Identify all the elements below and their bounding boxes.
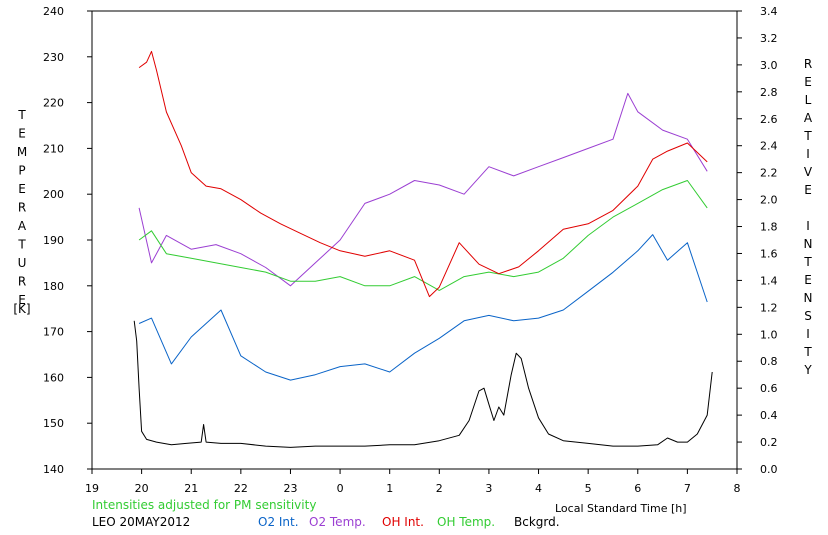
y-label-left-letter: U (18, 256, 27, 270)
right-tick-label: 2.2 (760, 167, 778, 180)
right-axis-ticks: 0.0 0.2 0.4 0.6 0.8 1.0 1.2 1.4 1.6 1.8 2.0 2.2 2.4 2… (737, 5, 778, 476)
x-tick-label: 7 (684, 482, 691, 495)
right-tick-label: 1.6 (760, 247, 778, 260)
right-tick-label: 2.6 (760, 113, 778, 126)
y-label-right-letter: E (804, 273, 812, 287)
right-tick-label: 2.0 (760, 194, 778, 207)
legend: O2 Int. O2 Temp. OH Int. OH Temp. Bckgrd. (258, 515, 560, 529)
left-tick-label: 220 (43, 97, 64, 110)
y-label-left-letter: T (17, 238, 26, 252)
y-label-right-letter: N (804, 237, 813, 251)
right-tick-label: 1.8 (760, 221, 778, 234)
left-tick-label: 240 (43, 5, 64, 18)
y-label-right-letter: R (804, 57, 812, 71)
pm-note: Intensities adjusted for PM sensitivity (92, 498, 316, 512)
legend-entry: OH Temp. (437, 515, 495, 529)
left-tick-label: 230 (43, 51, 64, 64)
series-line-o2-temp (138, 92, 708, 287)
y-label-left-letter: M (17, 145, 27, 159)
left-tick-label: 190 (43, 234, 64, 247)
left-tick-label: 160 (43, 371, 64, 384)
right-tick-label: 0.0 (760, 463, 778, 476)
left-tick-label: 210 (43, 142, 64, 155)
x-axis-label: Local Standard Time [h] (555, 502, 687, 515)
y-label-right-letter: T (803, 255, 812, 269)
series-line-oh-temp (138, 180, 708, 291)
y-label-right-letter: T (803, 345, 812, 359)
y-label-right-letter: A (804, 111, 813, 125)
y-label-right-letter: T (803, 129, 812, 143)
legend-entry: O2 Int. (258, 515, 299, 529)
series-line-oh-int (138, 50, 708, 298)
x-tick-label: 6 (634, 482, 641, 495)
right-tick-label: 0.8 (760, 355, 778, 368)
y-label-left-letter: T (17, 108, 26, 122)
y-label-right-letter: E (804, 183, 812, 197)
right-tick-label: 2.8 (760, 86, 778, 99)
right-tick-label: 3.0 (760, 59, 778, 72)
y-label-right-letter: E (804, 75, 812, 89)
y-label-right-letter: V (804, 165, 813, 179)
y-label-right-letter: N (804, 291, 813, 305)
x-tick-label: 19 (85, 482, 99, 495)
right-tick-label: 0.4 (760, 409, 778, 422)
y-axis-unit-left: [K] (13, 302, 30, 316)
series-line-bckgrd (133, 320, 713, 448)
x-tick-label: 0 (337, 482, 344, 495)
y-label-left-letter: P (18, 164, 25, 178)
x-tick-label: 4 (535, 482, 542, 495)
left-axis-ticks: 140 150 160 170 180 190 200 210 220 230 240 (43, 5, 92, 476)
x-axis-ticks: 19 20 21 22 23 0 1 2 3 4 5 6 7 8 (85, 469, 741, 495)
right-tick-label: 1.0 (760, 328, 778, 341)
y-label-right-letter: I (806, 147, 810, 161)
legend-entry: O2 Temp. (309, 515, 366, 529)
left-tick-label: 200 (43, 188, 64, 201)
y-label-left-letter: A (18, 219, 27, 233)
right-tick-label: 1.4 (760, 274, 778, 287)
y-label-left-letter: R (18, 275, 26, 289)
y-label-right-letter: L (805, 93, 812, 107)
right-tick-label: 3.4 (760, 5, 778, 18)
legend-entry: Bckgrd. (514, 515, 560, 529)
y-label-left-letter: E (18, 127, 26, 141)
x-tick-label: 23 (283, 482, 297, 495)
y-label-right-letter: I (806, 219, 810, 233)
x-tick-label: 3 (485, 482, 492, 495)
x-tick-label: 5 (585, 482, 592, 495)
left-tick-label: 180 (43, 280, 64, 293)
y-label-right-letter: S (804, 309, 812, 323)
left-tick-label: 140 (43, 463, 64, 476)
plot-frame (91, 10, 738, 470)
x-tick-label: 21 (184, 482, 198, 495)
series-line-o2-int (138, 234, 708, 381)
right-tick-label: 1.2 (760, 301, 778, 314)
x-tick-label: 1 (386, 482, 393, 495)
right-tick-label: 2.4 (760, 140, 778, 153)
station-date: LEO 20MAY2012 (92, 515, 190, 529)
y-label-left-letter: E (18, 182, 26, 196)
y-label-right-letter: I (806, 327, 810, 341)
x-tick-label: 8 (734, 482, 741, 495)
left-tick-label: 170 (43, 326, 64, 339)
legend-entry: OH Int. (382, 515, 424, 529)
y-label-left-letter: R (18, 201, 26, 215)
x-tick-label: 2 (436, 482, 443, 495)
y-label-right-letter: Y (803, 363, 812, 377)
series-layer (133, 50, 713, 448)
right-tick-label: 0.2 (760, 436, 778, 449)
x-tick-label: 22 (234, 482, 248, 495)
right-tick-label: 0.6 (760, 382, 778, 395)
x-tick-label: 20 (135, 482, 149, 495)
left-tick-label: 150 (43, 417, 64, 430)
right-tick-label: 3.2 (760, 32, 778, 45)
y-label-left-letter: E (18, 293, 26, 307)
